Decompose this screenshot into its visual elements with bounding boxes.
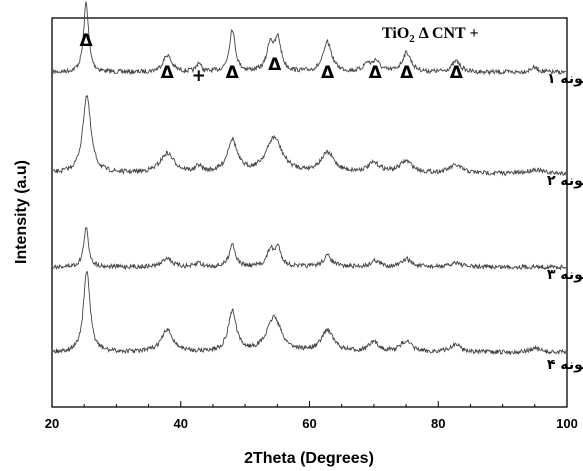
sample-label-4: نمونه ۴ — [547, 357, 583, 373]
x-tick-label: 40 — [174, 416, 188, 431]
series-layer — [52, 1, 567, 356]
legend-tio2-symbol: Δ — [419, 25, 429, 42]
tio2-peak-marker: Δ — [400, 63, 414, 83]
legend-tio2-subscript: 2 — [409, 33, 415, 45]
series-line-1 — [52, 1, 566, 76]
tio2-peak-marker: Δ — [450, 63, 464, 83]
legend-cnt-symbol: + — [469, 25, 478, 42]
series-line-3 — [52, 227, 567, 271]
x-tick-label: 80 — [431, 416, 445, 431]
x-ticks: 20 40 60 80 100 — [45, 401, 578, 431]
peak-markers: ΔΔ + Δ Δ Δ Δ Δ Δ — [80, 31, 464, 86]
sample-labels: نمونه ۱ نمونه ۲ نمونه ۳ نمونه ۴ — [547, 71, 583, 373]
cnt-peak-marker: + — [192, 66, 206, 86]
x-tick-label: 100 — [556, 416, 578, 431]
legend-tio2-label: TiO — [382, 25, 409, 42]
tio2-peak-marker: Δ — [369, 63, 383, 83]
tio2-peak-marker: Δ — [321, 63, 335, 83]
series-line-2 — [52, 95, 567, 177]
legend-text: TiO2 Δ CNT + — [382, 25, 479, 45]
tio2-peak-marker: Δ — [226, 63, 240, 83]
y-axis-title: Intensity (a.u) — [13, 160, 30, 264]
x-tick-label: 20 — [45, 416, 59, 431]
tio2-peak-marker: Δ — [268, 55, 282, 75]
sample-label-2: نمونه ۲ — [547, 173, 583, 189]
tio2-peak-marker: Δ — [161, 63, 175, 83]
sample-label-1: نمونه ۱ — [547, 71, 583, 87]
sample-label-3: نمونه ۳ — [547, 267, 583, 283]
x-axis-title: 2Theta (Degrees) — [244, 450, 374, 467]
legend-cnt-label: CNT — [432, 25, 466, 42]
x-tick-label: 60 — [302, 416, 316, 431]
series-line-4 — [52, 271, 567, 356]
tio2-peak-marker: Δ — [80, 31, 94, 51]
legend: TiO2 Δ CNT + — [382, 25, 479, 45]
